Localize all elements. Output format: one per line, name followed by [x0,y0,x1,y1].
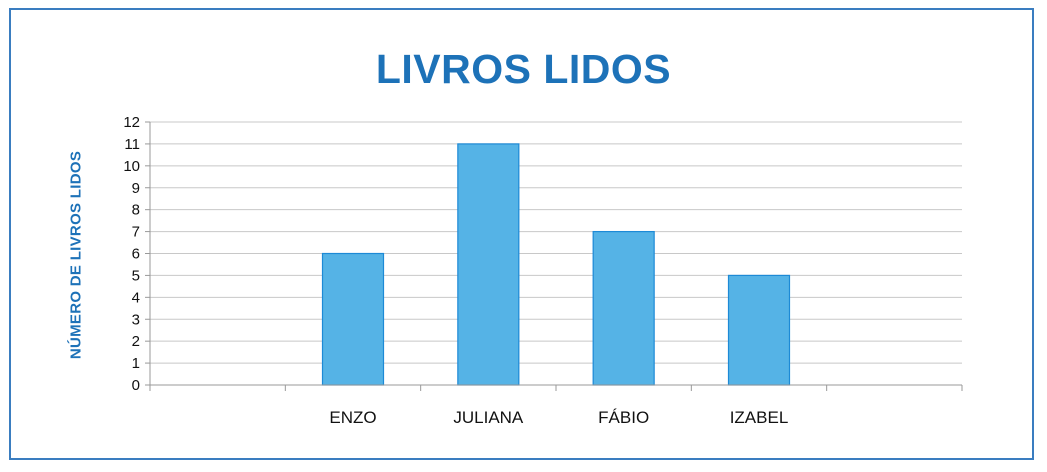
bar-izabel [727,274,791,386]
y-tick-label: 3 [132,311,140,328]
bar-enzo [321,252,385,386]
y-tick-label: 7 [132,224,140,241]
x-tick-label: ENZO [329,408,376,427]
chart-title: LIVROS LIDOS [375,46,672,92]
y-tick-label: 4 [132,289,140,306]
y-tick-label: 5 [132,267,140,284]
bar-juliana [457,143,520,386]
x-axis-labels: ENZO JULIANA FÁBIO IZABEL [329,408,788,427]
y-tick-label: 2 [132,333,140,350]
y-tick-label: 12 [123,114,140,131]
y-tick-label: 9 [132,180,140,197]
gridlines [150,121,962,364]
y-tick-label: 10 [123,158,140,175]
axes [149,122,963,391]
bar-fábio [592,230,655,386]
y-tick-label: 8 [132,202,140,219]
y-tick-label: 6 [132,246,140,263]
x-tick-label: JULIANA [453,408,524,427]
x-tick-label: IZABEL [730,408,789,427]
y-tick-label: 0 [132,377,140,394]
x-tick-label: FÁBIO [598,408,649,427]
bars [321,143,791,386]
y-tick-label: 1 [132,355,140,372]
y-tick-label: 11 [124,136,140,153]
